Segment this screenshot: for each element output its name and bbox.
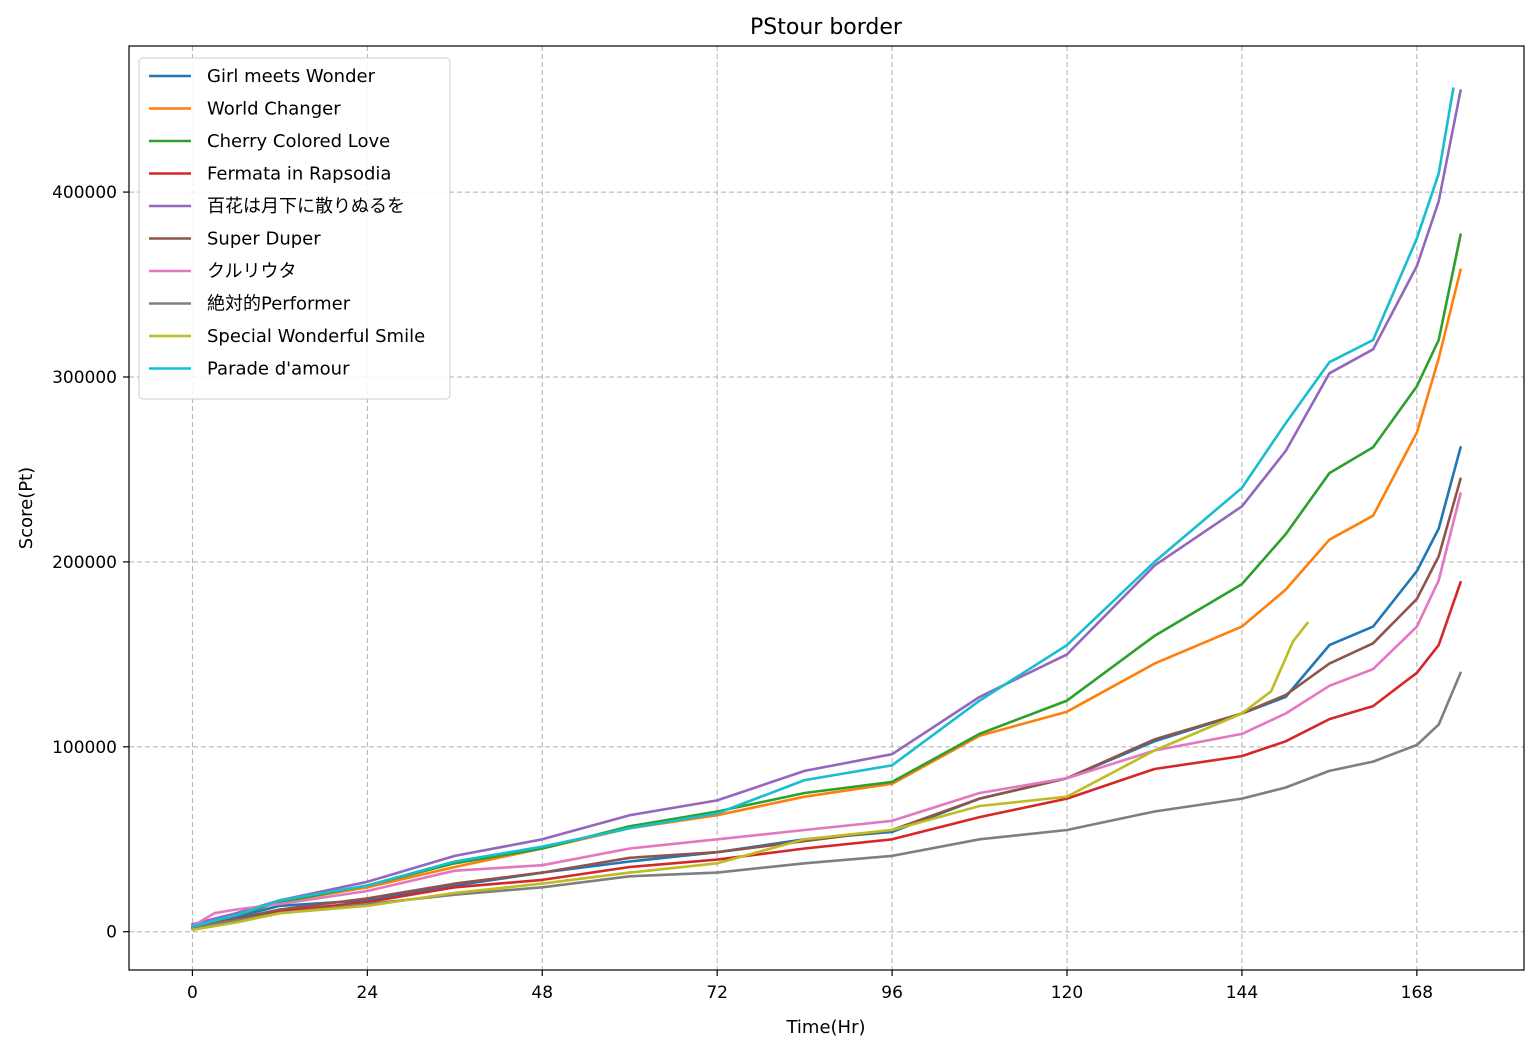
y-tick-label: 0 bbox=[106, 923, 117, 943]
legend-label: 百花は月下に散りぬるを bbox=[207, 196, 405, 217]
x-axis-label: Time(Hr) bbox=[785, 1017, 865, 1038]
x-tick-label: 72 bbox=[706, 983, 728, 1003]
series-line-2 bbox=[191, 268, 1462, 928]
y-tick-label: 200000 bbox=[52, 553, 117, 573]
y-axis-ticks: 0 100000 200000 300000 400000 bbox=[52, 183, 129, 943]
chart-title: PStour border bbox=[750, 15, 903, 40]
x-axis-ticks: 0 24 48 72 96 120 144 168 bbox=[187, 970, 1433, 1003]
legend-label: Special Wonderful Smile bbox=[207, 326, 425, 347]
y-tick-label: 100000 bbox=[52, 738, 117, 758]
series-line-4 bbox=[191, 580, 1462, 930]
series-line-9 bbox=[191, 621, 1309, 932]
y-tick-label: 300000 bbox=[52, 368, 117, 388]
legend-label: Girl meets Wonder bbox=[207, 66, 376, 87]
series-line-7 bbox=[191, 492, 1462, 928]
series-lines bbox=[191, 87, 1462, 932]
x-tick-label: 144 bbox=[1226, 983, 1258, 1003]
legend-label: Cherry Colored Love bbox=[207, 131, 390, 152]
legend-box bbox=[138, 57, 451, 400]
x-tick-label: 24 bbox=[357, 983, 379, 1003]
legend-label: 絶対的Performer bbox=[207, 294, 351, 315]
plot-frame bbox=[128, 45, 1525, 971]
x-tick-label: 0 bbox=[187, 983, 198, 1003]
legend-label: Super Duper bbox=[207, 229, 321, 250]
series-line-5 bbox=[191, 89, 1462, 926]
y-tick-label: 400000 bbox=[52, 183, 117, 203]
legend-label: Fermata in Rapsodia bbox=[207, 164, 391, 185]
series-line-10 bbox=[191, 87, 1455, 928]
legend-label: クルリウタ bbox=[207, 261, 296, 282]
x-tick-label: 48 bbox=[531, 983, 553, 1003]
x-tick-label: 96 bbox=[881, 983, 903, 1003]
legend: Girl meets Wonder World Changer Cherry Col… bbox=[138, 57, 451, 400]
y-axis-label: Score(Pt) bbox=[16, 467, 37, 549]
series-line-6 bbox=[191, 477, 1462, 930]
legend-label: Parade d'amour bbox=[207, 359, 350, 380]
x-tick-label: 120 bbox=[1051, 983, 1083, 1003]
x-tick-label: 168 bbox=[1401, 983, 1433, 1003]
legend-label: World Changer bbox=[207, 99, 341, 120]
